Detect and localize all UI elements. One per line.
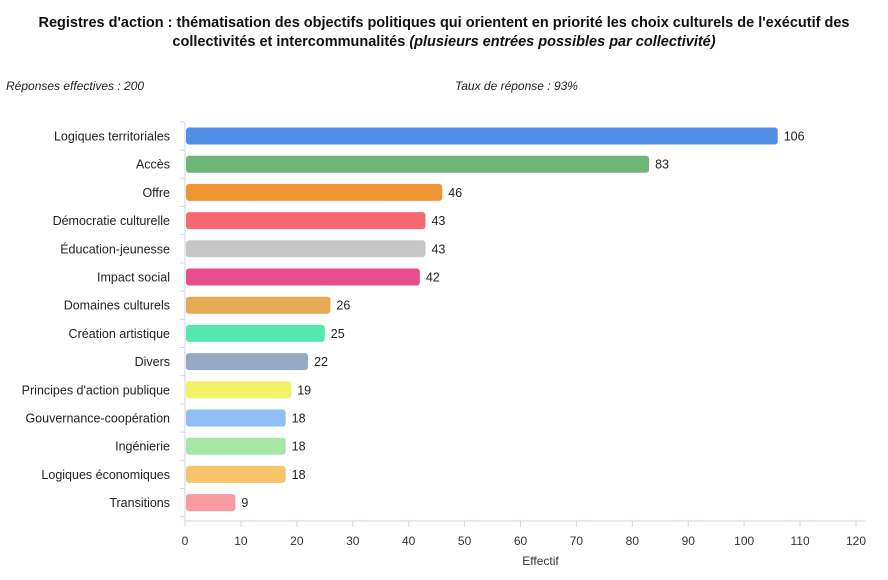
x-tick-label: 50	[458, 534, 472, 548]
x-tick-label: 60	[514, 534, 528, 548]
chart-title: Registres d'action : thématisation des o…	[0, 14, 888, 52]
x-axis-title: Effectif	[522, 554, 559, 568]
data-label: 18	[292, 412, 306, 426]
bar	[186, 353, 309, 371]
data-label: 43	[431, 242, 445, 256]
x-tick-label: 70	[570, 534, 584, 548]
category-label: Principes d'action publique	[22, 383, 170, 397]
data-label: 43	[431, 214, 445, 228]
bar	[186, 494, 236, 512]
data-label: 19	[297, 383, 311, 397]
category-label: Gouvernance-coopération	[25, 412, 170, 426]
category-label: Logiques territoriales	[54, 130, 170, 144]
bar	[186, 296, 331, 314]
bar	[186, 409, 286, 427]
x-tick-label: 20	[290, 534, 304, 548]
category-label: Éducation-jeunesse	[60, 241, 170, 256]
category-label: Offre	[142, 186, 170, 200]
x-tick-label: 0	[182, 534, 189, 548]
x-tick-label: 110	[791, 534, 810, 548]
data-label: 18	[292, 468, 306, 482]
x-tick-label: 10	[234, 534, 248, 548]
bar	[186, 155, 650, 173]
data-label: 26	[336, 299, 350, 313]
data-label: 18	[292, 440, 306, 454]
bar	[186, 381, 292, 399]
bar	[186, 324, 325, 342]
response-rate: Taux de réponse : 93%	[455, 79, 578, 93]
bar	[186, 268, 420, 286]
category-label: Démocratie culturelle	[53, 214, 170, 228]
category-label: Transitions	[109, 496, 170, 510]
data-label: 9	[241, 496, 248, 510]
data-label: 46	[448, 186, 462, 200]
x-tick-label: 80	[626, 534, 640, 548]
x-tick-label: 90	[682, 534, 696, 548]
data-label: 22	[314, 355, 328, 369]
bar	[186, 212, 426, 230]
bar	[186, 183, 443, 201]
bar	[186, 127, 778, 145]
category-label: Création artistique	[69, 327, 170, 341]
x-tick-label: 100	[734, 534, 754, 548]
bar	[186, 437, 286, 455]
data-label: 106	[784, 130, 805, 144]
responses-count: Réponses effectives : 200	[6, 79, 145, 93]
data-label: 42	[426, 271, 440, 285]
x-tick-label: 30	[346, 534, 360, 548]
category-label: Ingénierie	[115, 440, 170, 454]
x-tick-label: 40	[402, 534, 416, 548]
category-label: Logiques économiques	[41, 468, 170, 482]
chart-title-sub: (plusieurs entrées possibles par collect…	[409, 34, 716, 50]
bar	[186, 465, 286, 483]
category-label: Divers	[135, 355, 170, 369]
bar	[186, 240, 426, 258]
category-label: Accès	[136, 158, 170, 172]
chart-title-main: Registres d'action : thématisation des o…	[38, 15, 850, 50]
category-label: Domaines culturels	[64, 299, 170, 313]
category-label: Impact social	[97, 271, 170, 285]
data-label: 25	[331, 327, 345, 341]
x-tick-label: 120	[846, 534, 866, 548]
data-label: 83	[655, 158, 669, 172]
